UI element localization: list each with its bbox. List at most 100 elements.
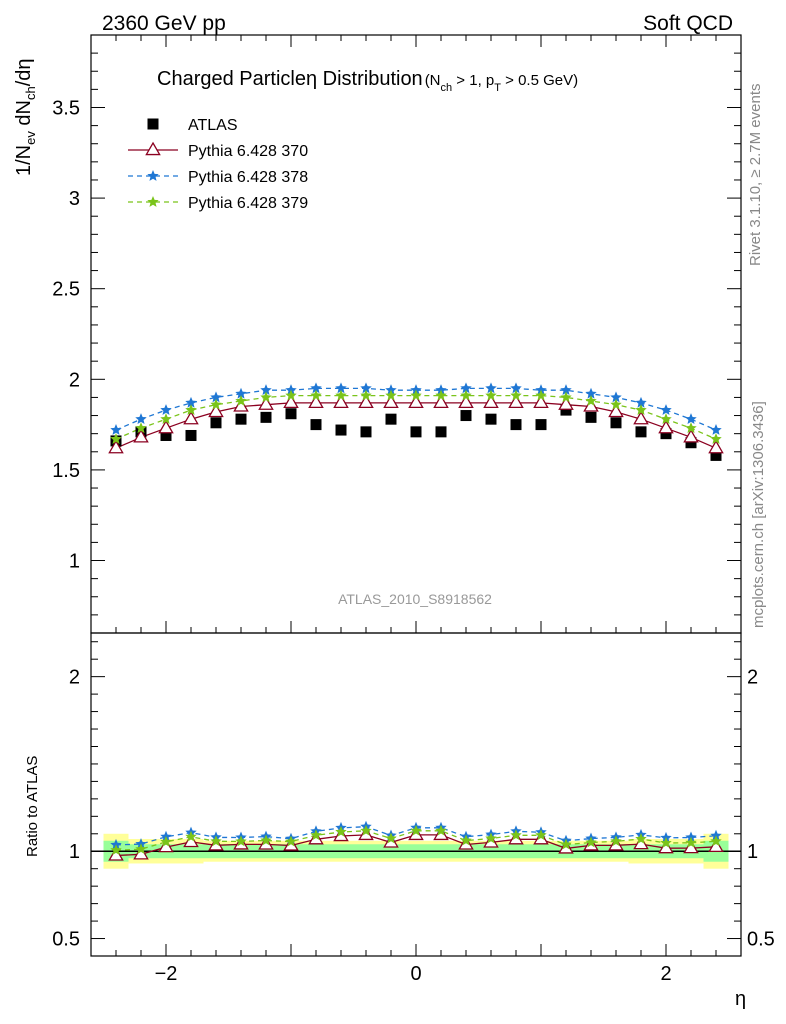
- data-point: [210, 417, 222, 429]
- data-point: [635, 404, 647, 415]
- data-point: [208, 403, 224, 418]
- data-point: [535, 389, 547, 401]
- y-tick-label-main: 1.5: [52, 460, 80, 482]
- ratio-point: [660, 837, 672, 848]
- ratio-point: [158, 838, 174, 853]
- data-point: [308, 394, 324, 409]
- data-point: [283, 394, 299, 409]
- data-point: [685, 413, 697, 425]
- legend-label: Pythia 6.428 370: [188, 143, 308, 160]
- data-point: [385, 413, 397, 425]
- data-point: [235, 413, 247, 425]
- ratio-point: [633, 835, 649, 850]
- data-point: [458, 394, 474, 409]
- data-point: [110, 424, 122, 435]
- data-point: [335, 424, 347, 436]
- data-point: [633, 410, 649, 425]
- ratio-point: [360, 824, 372, 836]
- data-point: [135, 422, 147, 434]
- y-tick-label-main: 3.5: [52, 97, 80, 119]
- ratio-point: [210, 835, 222, 847]
- data-point: [658, 419, 674, 434]
- data-point: [683, 428, 699, 443]
- ratio-point: [635, 832, 647, 844]
- data-point: [610, 398, 622, 410]
- ratio-point: [235, 835, 247, 847]
- data-point: [558, 396, 574, 410]
- ratio-point: [410, 824, 422, 836]
- ratio-point: [185, 830, 197, 842]
- ratio-point: [358, 826, 374, 841]
- data-point: [108, 439, 124, 454]
- ratio-point: [160, 835, 172, 847]
- data-point: [158, 419, 174, 434]
- series-line-main: [115, 402, 717, 449]
- data-point: [510, 382, 522, 394]
- data-point: [133, 428, 149, 443]
- data-point: [258, 396, 274, 410]
- data-point: [533, 394, 549, 409]
- y-axis-label-ratio: Ratio to ATLAS: [24, 756, 41, 857]
- ratio-plot-frame: [90, 632, 742, 957]
- data-point: [160, 404, 172, 415]
- y-axis-label-main: 1/Nev dNch/dη: [13, 58, 38, 176]
- x-tick-label: 2: [660, 963, 671, 985]
- ratio-point: [385, 832, 397, 844]
- x-tick-label: 0: [410, 963, 421, 985]
- data-point: [535, 419, 547, 431]
- ratio-point: [135, 843, 147, 855]
- data-point: [185, 429, 197, 441]
- ratio-point: [560, 838, 572, 850]
- data-point: [360, 426, 372, 438]
- ratio-point: [133, 846, 149, 860]
- legend-label: ATLAS: [188, 117, 238, 134]
- ratio-point: [433, 826, 449, 841]
- analysis-label: ATLAS_2010_S8918562: [338, 591, 492, 607]
- chart-title: Charged Particleη Distribution (Nch > 1, …: [157, 68, 578, 94]
- data-point: [385, 384, 397, 396]
- data-point: [360, 389, 372, 401]
- data-point: [685, 422, 697, 434]
- data-point: [585, 395, 597, 406]
- y-tick-label-ratio-right: 1: [747, 841, 758, 863]
- data-point: [585, 411, 597, 423]
- data-point: [410, 389, 422, 401]
- data-point: [285, 389, 297, 401]
- ratio-point: [710, 829, 722, 841]
- mcplots-label: mcplots.cern.ch [arXiv:1306.3436]: [750, 401, 767, 628]
- ratio-point: [685, 836, 697, 848]
- ratio-point: [585, 836, 597, 848]
- data-point: [360, 382, 372, 394]
- data-point: [310, 382, 322, 394]
- y-tick-label-main: 3: [69, 188, 80, 210]
- data-point: [260, 411, 272, 423]
- data-point: [710, 433, 722, 444]
- y-tick-label-main: 2.5: [52, 279, 80, 301]
- data-point: [160, 429, 172, 441]
- data-point: [285, 408, 297, 420]
- ratio-point: [260, 834, 272, 846]
- data-point: [235, 387, 247, 399]
- ratio-point: [610, 835, 622, 847]
- x-tick-label: −2: [155, 963, 178, 985]
- data-point: [410, 426, 422, 438]
- ratio-point: [208, 836, 224, 851]
- data-point: [260, 384, 272, 396]
- data-point: [185, 396, 197, 408]
- data-point: [310, 389, 322, 401]
- data-point: [333, 394, 349, 409]
- data-point: [310, 419, 322, 431]
- data-point: [610, 391, 622, 403]
- ratio-point: [285, 835, 297, 847]
- data-point: [433, 394, 449, 409]
- data-point: [210, 391, 222, 403]
- data-point: [660, 413, 672, 425]
- data-point: [383, 394, 399, 409]
- y-tick-label-main: 2: [69, 369, 80, 391]
- ratio-point: [485, 832, 497, 844]
- ratio-point: [508, 830, 524, 845]
- ratio-point: [335, 825, 347, 837]
- ratio-point: [435, 824, 447, 836]
- axis-ticks: −2 0 2 1 1.5 2 2.5 3 3.5 0.5 0.5 1 1 2 2: [52, 35, 775, 985]
- data-point: [485, 382, 497, 394]
